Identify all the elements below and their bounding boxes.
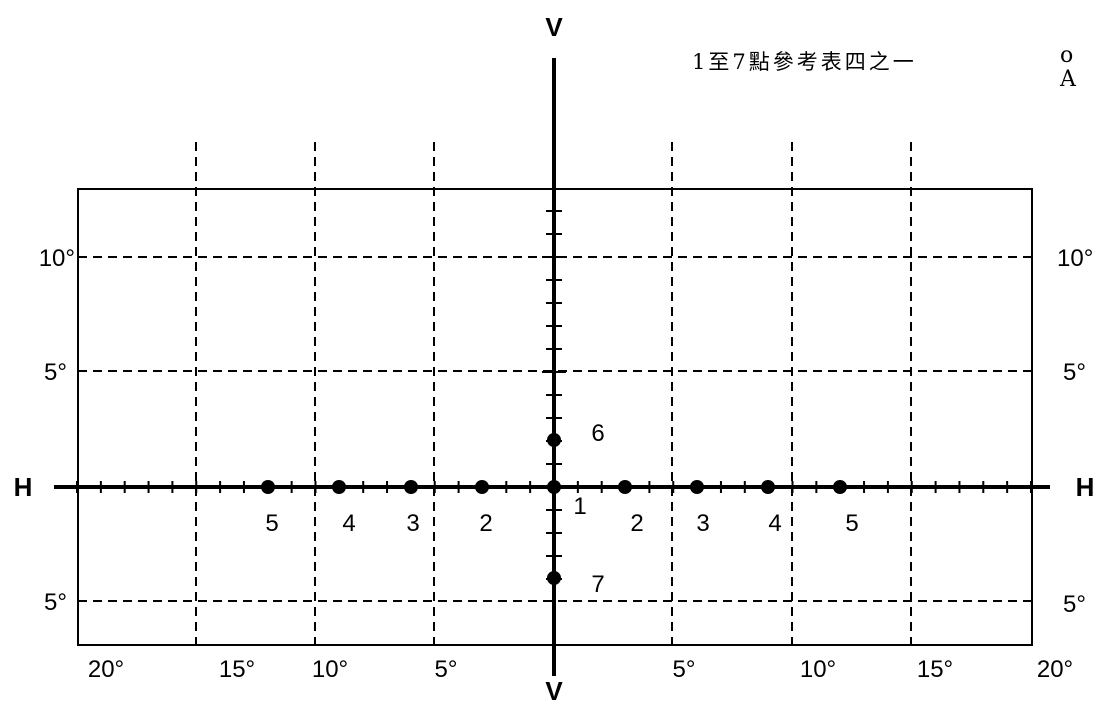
right-label-5-down: 5° bbox=[1063, 591, 1086, 618]
v-label-bottom: V bbox=[545, 676, 563, 706]
bottom-label-5-right: 5° bbox=[673, 656, 696, 683]
label-right-3: 3 bbox=[696, 510, 709, 537]
fragment-line-1: o bbox=[1060, 43, 1074, 68]
point-labels: 5 4 3 2 1 2 3 4 5 6 7 bbox=[265, 420, 858, 598]
left-label-5-up: 5° bbox=[44, 359, 67, 386]
point-upper-6 bbox=[547, 433, 561, 447]
right-degree-labels: 10° 5° 5° bbox=[1057, 245, 1093, 618]
note-text: 1至7點參考表四之一 bbox=[692, 50, 917, 74]
fragment-line-2: A bbox=[1060, 67, 1076, 92]
label-left-2: 2 bbox=[479, 510, 492, 537]
label-left-4: 4 bbox=[342, 510, 355, 537]
label-left-3: 3 bbox=[406, 510, 419, 537]
point-left-2 bbox=[475, 480, 489, 494]
right-label-10: 10° bbox=[1057, 245, 1093, 272]
point-left-3 bbox=[404, 480, 418, 494]
label-right-5: 5 bbox=[845, 510, 858, 537]
label-center-1: 1 bbox=[573, 493, 586, 520]
fixation-points bbox=[261, 433, 847, 585]
horizontal-dashed-grid bbox=[78, 256, 1032, 602]
left-degree-labels: 10° 5° 5° bbox=[39, 245, 75, 616]
point-center-1 bbox=[547, 480, 561, 494]
point-left-5 bbox=[261, 480, 275, 494]
label-right-2: 2 bbox=[630, 510, 643, 537]
point-right-5 bbox=[833, 480, 847, 494]
v-label-top: V bbox=[545, 12, 563, 42]
right-label-5-up: 5° bbox=[1063, 359, 1086, 386]
label-upper-6: 6 bbox=[591, 420, 604, 447]
bottom-label-15-right: 15° bbox=[917, 656, 953, 683]
h-label-left: H bbox=[14, 472, 33, 502]
label-left-5: 5 bbox=[265, 510, 278, 537]
point-right-3 bbox=[690, 480, 704, 494]
bottom-label-20-left: 20° bbox=[88, 656, 124, 683]
h-label-right: H bbox=[1076, 472, 1095, 502]
point-left-4 bbox=[332, 480, 346, 494]
bottom-label-5-left: 5° bbox=[435, 656, 458, 683]
bottom-label-15-left: 15° bbox=[219, 656, 255, 683]
point-right-4 bbox=[761, 480, 775, 494]
label-right-4: 4 bbox=[768, 510, 781, 537]
label-lower-7: 7 bbox=[591, 571, 604, 598]
bottom-label-20-right: 20° bbox=[1037, 656, 1073, 683]
point-lower-7 bbox=[547, 571, 561, 585]
bottom-label-10-right: 10° bbox=[800, 656, 836, 683]
left-label-5-down: 5° bbox=[44, 589, 67, 616]
bottom-degree-labels: 20° 15° 10° 5° 5° 10° 15° 20° bbox=[88, 656, 1073, 683]
vertical-dashed-grid bbox=[195, 142, 912, 645]
edge-text-fragment: o A bbox=[1060, 44, 1076, 92]
point-right-2 bbox=[618, 480, 632, 494]
bottom-label-10-left: 10° bbox=[312, 656, 348, 683]
left-label-10: 10° bbox=[39, 245, 75, 272]
